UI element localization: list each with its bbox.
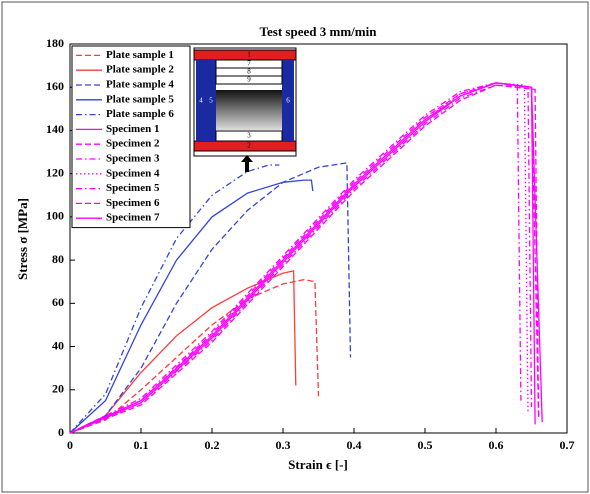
- series-line: [69, 270, 297, 434]
- inset-label: 5: [209, 97, 213, 105]
- y-tick-label: 60: [52, 295, 64, 309]
- legend-label: Specimen 4: [106, 167, 160, 179]
- legend-label: Plate sample 5: [106, 93, 174, 105]
- x-tick-label: 0: [67, 438, 73, 452]
- x-tick-label: 0.5: [418, 438, 433, 452]
- legend-label: Plate sample 6: [106, 108, 174, 120]
- plate: [193, 140, 297, 152]
- y-tick-label: 80: [52, 252, 64, 266]
- arrow: [241, 155, 253, 172]
- series-line: [69, 179, 314, 434]
- legend-label: Specimen 7: [106, 212, 160, 224]
- legend-label: Specimen 5: [106, 182, 160, 194]
- specimen: [216, 90, 282, 130]
- legend-label: Plate sample 1: [106, 49, 174, 61]
- layer: [215, 75, 283, 85]
- plot-frame: [69, 43, 568, 434]
- legend-label: Plate sample 4: [106, 79, 174, 91]
- legend-label: Specimen 1: [106, 123, 159, 135]
- y-tick-label: 100: [46, 209, 64, 223]
- y-axis-label: Stress σ [MPa]: [15, 198, 30, 280]
- legend-box: [71, 45, 191, 229]
- inset-label: 8: [247, 68, 251, 76]
- y-tick-label: 40: [52, 338, 64, 352]
- x-tick-label: 0.6: [489, 438, 504, 452]
- legend-label: Specimen 3: [106, 153, 160, 165]
- series-line: [69, 162, 352, 434]
- layer: [215, 130, 283, 142]
- y-tick-label: 140: [46, 122, 64, 136]
- legend-label: Specimen 6: [106, 197, 160, 209]
- side: [206, 60, 216, 141]
- inset-label: 7: [247, 60, 251, 68]
- side: [282, 60, 294, 141]
- inset-label: 2: [247, 142, 251, 150]
- x-axis-label: Strain ϵ [-]: [288, 457, 348, 472]
- y-tick-label: 120: [46, 165, 64, 179]
- y-tick-label: 0: [58, 425, 64, 439]
- chart-title: Test speed 3 mm/min: [260, 24, 378, 39]
- x-tick-label: 0.2: [205, 438, 220, 452]
- inset-label: 9: [247, 76, 251, 84]
- inset-label: 1: [247, 51, 251, 59]
- y-tick-label: 160: [46, 79, 64, 93]
- x-tick-label: 0.7: [560, 438, 575, 452]
- y-tick-label: 20: [52, 382, 64, 396]
- x-tick-label: 0.1: [134, 438, 149, 452]
- series-line: [69, 84, 540, 434]
- x-tick-label: 0.4: [347, 438, 362, 452]
- series-line: [69, 84, 533, 434]
- legend-label: Plate sample 2: [106, 64, 174, 76]
- y-tick-label: 180: [46, 36, 64, 50]
- legend-label: Specimen 2: [106, 138, 160, 150]
- plate: [193, 49, 297, 61]
- inset-label: 4: [199, 97, 203, 105]
- series-line: [69, 164, 280, 434]
- series-line: [69, 82, 536, 434]
- inset-label: 3: [247, 132, 251, 140]
- side: [196, 60, 206, 141]
- x-tick-label: 0.3: [276, 438, 291, 452]
- inset-label: 6: [286, 97, 290, 105]
